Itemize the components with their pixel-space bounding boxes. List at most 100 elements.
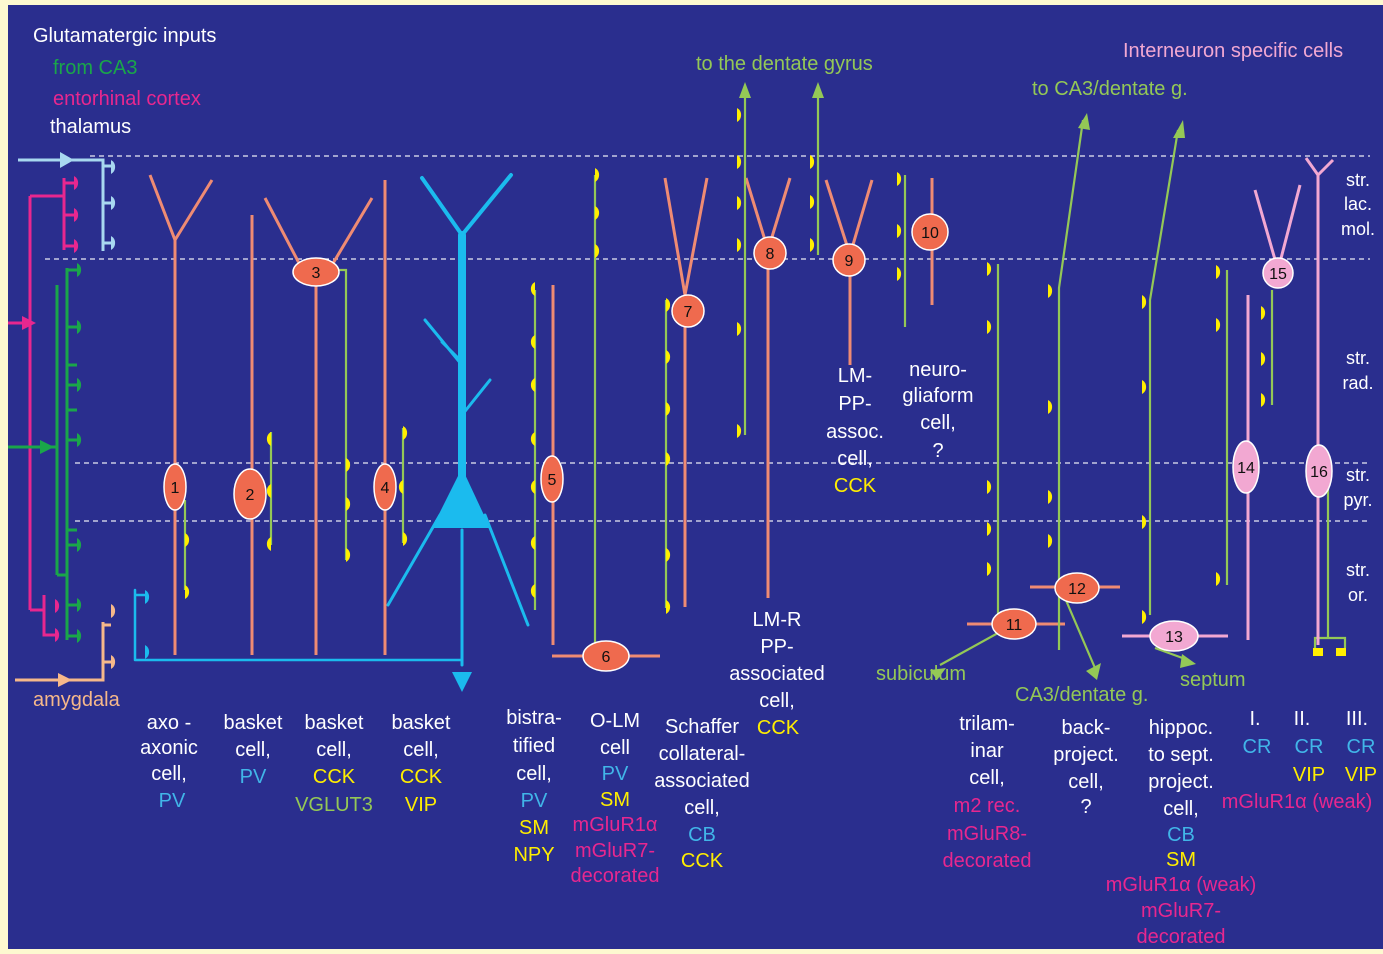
c8-line: cell, — [759, 690, 795, 712]
c13-marker: mGluR1α (weak) — [1106, 874, 1256, 896]
c10-line: gliaform — [902, 385, 973, 407]
pyramidal-cell — [133, 173, 530, 667]
c8-marker: CCK — [757, 717, 800, 739]
c7-marker: CB — [688, 824, 716, 846]
number-15: 15 — [1269, 266, 1287, 283]
c7-marker: CCK — [681, 850, 724, 872]
c10-line: ? — [932, 440, 943, 462]
pyramidal-axon-arrowhead — [452, 672, 472, 692]
layer-label: or. — [1348, 585, 1368, 605]
c4-marker: VIP — [405, 794, 437, 816]
c2-marker: PV — [240, 766, 267, 788]
soma-8 — [753, 236, 787, 270]
c9-line: assoc. — [826, 421, 884, 443]
c5-line: cell, — [516, 763, 552, 785]
c11-line: trilam- — [959, 713, 1015, 735]
is2-marker: CR — [1295, 736, 1324, 758]
ca3-arrowhead — [40, 440, 54, 454]
thalamus-branches — [103, 164, 111, 245]
c3-marker: VGLUT3 — [295, 794, 373, 816]
c10-line: neuro- — [909, 359, 967, 381]
c13-marker: mGluR7- — [1141, 900, 1221, 922]
number-6: 6 — [602, 649, 611, 666]
c11-marker: decorated — [943, 850, 1032, 872]
c13-marker: SM — [1166, 849, 1196, 871]
is-cells-heading: Interneuron specific cells — [1123, 40, 1343, 62]
c4-marker: CCK — [400, 766, 443, 788]
soma-4 — [373, 463, 397, 511]
is2-line: II. — [1294, 708, 1311, 730]
layer-label: lac. — [1344, 194, 1372, 214]
layer-label: str. — [1346, 560, 1370, 580]
dentate-gyrus-label: to the dentate gyrus — [696, 53, 873, 75]
c13-line: to sept. — [1148, 744, 1214, 766]
is1-marker: CR — [1243, 736, 1272, 758]
layer-labels: str. lac. mol. str. rad. str. pyr. str. … — [1341, 170, 1375, 605]
c13-line: cell, — [1163, 798, 1199, 820]
c6-marker: SM — [600, 789, 630, 811]
soma-3 — [292, 257, 340, 287]
c5-line: tified — [513, 735, 555, 757]
c8-line: LM-R — [753, 609, 802, 631]
c5-marker: SM — [519, 817, 549, 839]
c4-line: basket — [392, 712, 451, 734]
number-11: 11 — [1006, 617, 1023, 634]
is3-marker: VIP — [1345, 764, 1377, 786]
soma-12 — [1054, 572, 1100, 604]
thalamus-arrowhead — [60, 152, 74, 168]
c6-marker: mGluR7- — [575, 840, 655, 862]
entorhinal-lm-branch — [62, 178, 74, 250]
soma-6 — [582, 640, 630, 672]
legend-amygdala: amygdala — [33, 689, 121, 711]
entorhinal-pathway — [8, 194, 64, 637]
layer-boundaries — [45, 155, 1370, 522]
layer-label: rad. — [1342, 373, 1373, 393]
layer-label: mol. — [1341, 219, 1375, 239]
cell-labels: axo - axonic cell, PV basket cell, PV ba… — [140, 359, 1377, 948]
layer-label: str. — [1346, 170, 1370, 190]
target-labels: to the dentate gyrus to CA3/dentate g. I… — [696, 40, 1343, 706]
number-7: 7 — [684, 304, 693, 321]
soma-1 — [163, 463, 187, 511]
soma-16 — [1305, 444, 1333, 498]
input-pathways — [8, 158, 111, 682]
soma-11 — [991, 608, 1037, 640]
c6-marker: decorated — [571, 865, 660, 887]
subiculum-label: subiculum — [876, 663, 966, 685]
axon-arrowheads — [739, 82, 1196, 680]
layer-label: pyr. — [1343, 490, 1372, 510]
c7-line: Schaffer — [665, 716, 739, 738]
soma-9 — [832, 243, 866, 277]
c13-line: project. — [1148, 771, 1214, 793]
c6-marker: mGluR1α — [573, 814, 658, 836]
number-12: 12 — [1068, 581, 1086, 598]
c10-line: cell, — [920, 412, 956, 434]
number-13: 13 — [1165, 629, 1183, 646]
soma-numbers: 1 2 3 4 5 6 7 8 9 10 11 12 13 14 15 16 — [171, 225, 1328, 666]
axon-boutons — [185, 108, 1346, 656]
is1-line: I. — [1249, 708, 1260, 730]
c3-marker: CCK — [313, 766, 356, 788]
number-10: 10 — [921, 225, 939, 242]
c1-marker: PV — [159, 790, 186, 812]
is3-marker: CR — [1347, 736, 1376, 758]
is-common-marker: mGluR1α (weak) — [1222, 791, 1372, 813]
number-3: 3 — [312, 265, 321, 282]
interneuron-dendrites — [148, 174, 1120, 658]
is2-marker: VIP — [1293, 764, 1325, 786]
c12-line: back- — [1062, 717, 1111, 739]
c11-line: cell, — [969, 767, 1005, 789]
c8-line: PP- — [760, 636, 793, 658]
legend-title: Glutamatergic inputs — [33, 25, 216, 47]
c12-line: ? — [1080, 796, 1091, 818]
c12-line: project. — [1053, 744, 1119, 766]
ca3-dentate-top-label: to CA3/dentate g. — [1032, 78, 1188, 100]
number-14: 14 — [1237, 460, 1255, 477]
ca3-pathway — [8, 268, 77, 640]
c13-marker: CB — [1167, 824, 1195, 846]
c11-marker: m2 rec. — [954, 795, 1021, 817]
is3-line: III. — [1346, 708, 1368, 730]
c1-line: axonic — [140, 737, 198, 759]
c9-marker: CCK — [834, 475, 877, 497]
